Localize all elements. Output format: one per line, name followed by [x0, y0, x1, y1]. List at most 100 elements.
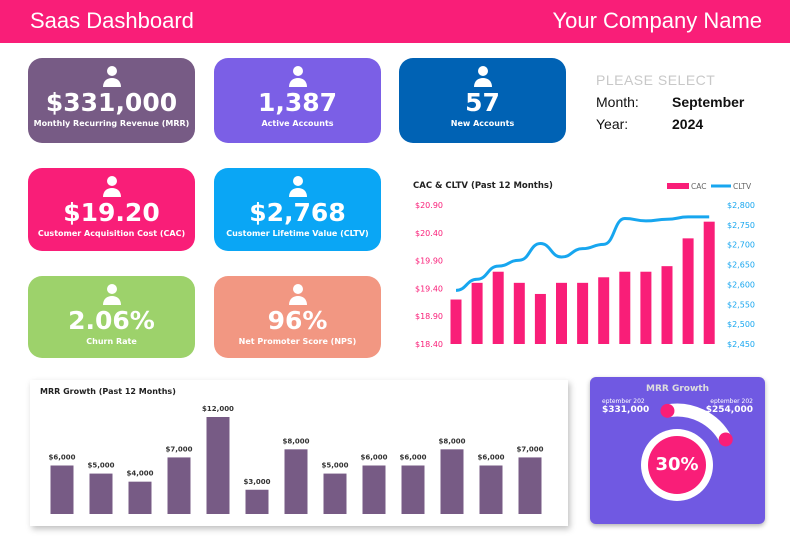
kpi-card: $331,000 Monthly Recurring Revenue (MRR) [28, 58, 195, 143]
legend-cac: CAC [691, 182, 706, 191]
y-right-tick: $2,650 [727, 261, 755, 270]
chart-title: CAC & CLTV (Past 12 Months) [413, 181, 553, 191]
cac-bar [450, 299, 462, 344]
left-period: eptember 202 [602, 398, 645, 405]
y-right-tick: $2,550 [727, 300, 755, 309]
kpi-card: 57 New Accounts [399, 58, 566, 143]
kpi-card: 1,387 Active Accounts [214, 58, 381, 143]
y-right-tick: $2,450 [727, 340, 755, 349]
cac-cltv-chart: CAC & CLTV (Past 12 Months) CAC CLTV $20… [413, 181, 755, 349]
dashboard-title: Saas Dashboard [30, 8, 194, 33]
mrr-growth-card: MRR Growth eptember 202 $331,000 eptembe… [590, 377, 765, 524]
period-selector: PLEASE SELECT Month: September Year: 2024 [596, 72, 744, 132]
legend-cac-swatch [667, 183, 689, 189]
cac-bar [598, 277, 610, 344]
y-left-tick: $20.40 [415, 229, 443, 238]
kpi-value: 57 [465, 88, 500, 117]
y-left-tick: $19.40 [415, 284, 443, 293]
growth-arc [666, 403, 732, 443]
company-name: Your Company Name [552, 8, 762, 33]
chart-title: MRR Growth (Past 12 Months) [40, 387, 176, 396]
mrr-growth-panel: MRR Growth (Past 12 Months) $6,000 $5,000… [30, 380, 568, 526]
mrr-bar-label: $8,000 [438, 437, 465, 445]
kpi-value: $19.20 [63, 198, 160, 227]
kpi-card: $2,768 Customer Lifetime Value (CLTV) [214, 168, 381, 251]
right-value: $254,000 [705, 405, 753, 415]
mrr-bar-label: $6,000 [360, 454, 387, 462]
y-left-tick: $18.40 [415, 340, 443, 349]
mrr-bar-label: $7,000 [516, 445, 543, 453]
y-left-tick: $20.90 [415, 201, 443, 210]
mrr-bar-label: $6,000 [399, 454, 426, 462]
user-gear-icon [102, 284, 121, 305]
kpi-card: $19.20 Customer Acquisition Cost (CAC) [28, 168, 195, 251]
right-period: eptember 202 [710, 398, 753, 405]
mrr-bar-label: $4,000 [126, 470, 153, 478]
mrr-bar-label: $5,000 [87, 462, 114, 470]
y-right-tick: $2,750 [727, 221, 755, 230]
mrr-bar [401, 465, 425, 514]
mrr-bar [518, 457, 542, 514]
select-heading: PLEASE SELECT [596, 72, 716, 88]
cac-bar [492, 271, 504, 344]
year-label: Year: [596, 116, 629, 132]
mrr-bar [50, 465, 74, 514]
mrr-bar [89, 473, 113, 514]
cac-bar [703, 221, 715, 344]
kpi-card: 2.06% Churn Rate [28, 276, 195, 358]
cac-bar [661, 266, 673, 344]
y-right-tick: $2,600 [727, 280, 755, 289]
kpi-value: 2.06% [68, 306, 155, 335]
mrr-bar [479, 465, 503, 514]
growth-title: MRR Growth [646, 384, 709, 394]
mrr-bar [128, 481, 152, 514]
year-select[interactable]: 2024 [672, 116, 704, 132]
mrr-bar [167, 457, 191, 514]
cac-bar [513, 282, 525, 344]
user-dollar-icon [288, 176, 307, 197]
legend-cltv: CLTV [733, 182, 752, 191]
kpi-label: Net Promoter Score (NPS) [238, 337, 357, 346]
cac-bar [619, 271, 631, 344]
y-right-tick: $2,500 [727, 320, 755, 329]
faces-icon [288, 284, 307, 305]
cac-bar [640, 271, 652, 344]
y-right-tick: $2,800 [727, 201, 755, 210]
user-add-icon [473, 66, 492, 87]
header: Saas Dashboard Your Company Name [0, 0, 790, 43]
mrr-bar-label: $6,000 [48, 454, 75, 462]
mrr-bar-label: $3,000 [243, 478, 270, 486]
arc-end-dot [718, 432, 733, 447]
mrr-bar-label: $8,000 [282, 437, 309, 445]
y-right-tick: $2,700 [727, 241, 755, 250]
dollar-cycle-icon [102, 66, 121, 87]
cltv-line [455, 215, 710, 292]
mrr-bar [323, 473, 347, 514]
mrr-bar [440, 449, 464, 514]
left-value: $331,000 [602, 405, 650, 415]
kpi-value: $331,000 [45, 88, 178, 117]
month-label: Month: [596, 94, 639, 110]
arc-start-dot [660, 403, 675, 418]
month-select[interactable]: September [672, 94, 745, 110]
magnet-user-icon [102, 176, 121, 197]
user-check-icon [288, 66, 307, 87]
y-left-tick: $18.90 [415, 312, 443, 321]
kpi-label: Monthly Recurring Revenue (MRR) [33, 119, 190, 128]
mrr-bar [284, 449, 308, 514]
kpi-card: 96% Net Promoter Score (NPS) [214, 276, 381, 358]
y-left-tick: $19.90 [415, 257, 443, 266]
cac-bar [534, 293, 546, 344]
mrr-bar [362, 465, 386, 514]
mrr-bar [206, 417, 230, 514]
kpi-label: New Accounts [450, 119, 515, 128]
growth-percent: 30% [655, 454, 699, 475]
kpi-label: Active Accounts [261, 119, 334, 128]
mrr-bar-label: $12,000 [202, 405, 234, 413]
cac-bar [682, 238, 694, 344]
gauge-center [648, 436, 706, 494]
cac-bar [577, 282, 589, 344]
kpi-label: Churn Rate [86, 337, 137, 346]
mrr-bar-label: $6,000 [477, 454, 504, 462]
mrr-bar-label: $5,000 [321, 462, 348, 470]
